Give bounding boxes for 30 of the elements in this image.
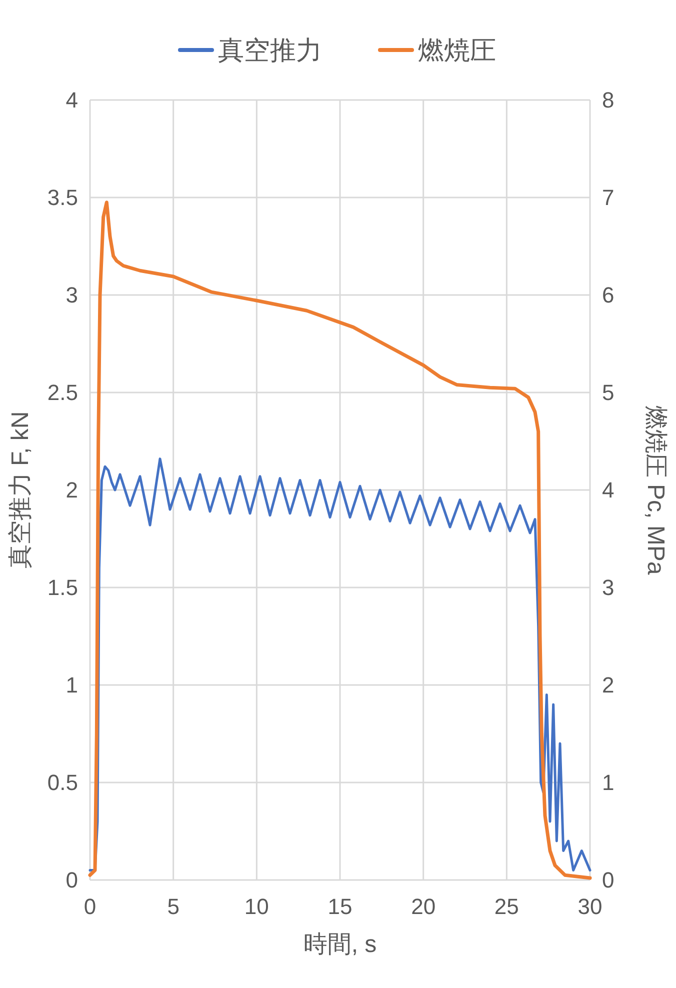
y2-tick-label: 6 bbox=[602, 282, 614, 308]
legend-label: 燃焼圧 bbox=[418, 35, 496, 66]
y-tick-label: 4 bbox=[66, 88, 78, 113]
y2-tick-label: 1 bbox=[602, 770, 614, 796]
x-tick-label: 25 bbox=[494, 894, 519, 919]
y-tick-label: 2 bbox=[66, 478, 78, 503]
x-axis-title: 時間, s bbox=[303, 931, 377, 958]
y-tick-label: 3 bbox=[66, 282, 78, 308]
y2-tick-label: 4 bbox=[602, 478, 614, 503]
x-tick-label: 30 bbox=[578, 894, 602, 919]
y-tick-label: 1 bbox=[66, 672, 78, 698]
y2-tick-label: 8 bbox=[602, 88, 614, 113]
x-tick-label: 5 bbox=[167, 894, 180, 919]
legend-label: 真空推力 bbox=[218, 35, 322, 66]
y2-tick-label: 2 bbox=[602, 672, 614, 698]
y2-axis-title: 燃焼圧 Pc, MPa bbox=[642, 405, 669, 576]
y-tick-label: 2.5 bbox=[47, 380, 78, 406]
y-tick-label: 0 bbox=[66, 868, 78, 893]
y-tick-label: 0.5 bbox=[47, 770, 78, 796]
x-tick-label: 20 bbox=[411, 894, 436, 919]
y-axis-title: 真空推力 F, kN bbox=[7, 411, 34, 569]
x-tick-label: 10 bbox=[244, 894, 269, 919]
x-tick-label: 0 bbox=[84, 894, 96, 919]
y2-tick-label: 3 bbox=[602, 575, 614, 600]
x-tick-label: 15 bbox=[328, 894, 352, 919]
y-tick-label: 1.5 bbox=[47, 575, 78, 600]
y2-tick-label: 0 bbox=[602, 868, 614, 893]
y-tick-label: 3.5 bbox=[47, 185, 78, 210]
y2-tick-label: 7 bbox=[602, 185, 614, 210]
y2-tick-label: 5 bbox=[602, 380, 614, 406]
